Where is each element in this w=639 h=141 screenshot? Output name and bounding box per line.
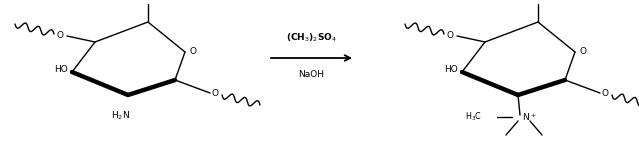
Text: O: O — [212, 89, 219, 97]
Text: H$_2$N: H$_2$N — [111, 109, 130, 122]
Text: HO: HO — [54, 64, 68, 73]
Text: H$_3$C: H$_3$C — [465, 111, 482, 123]
Text: O: O — [189, 48, 196, 57]
Text: O: O — [579, 48, 586, 57]
Text: O: O — [602, 89, 609, 97]
Text: O: O — [447, 31, 454, 40]
Text: NaOH: NaOH — [298, 70, 325, 79]
Text: HO: HO — [444, 64, 458, 73]
Text: (CH$_3$)$_2$SO$_4$: (CH$_3$)$_2$SO$_4$ — [286, 31, 337, 44]
Text: O: O — [56, 31, 63, 40]
Text: N$^+$: N$^+$ — [522, 111, 537, 123]
